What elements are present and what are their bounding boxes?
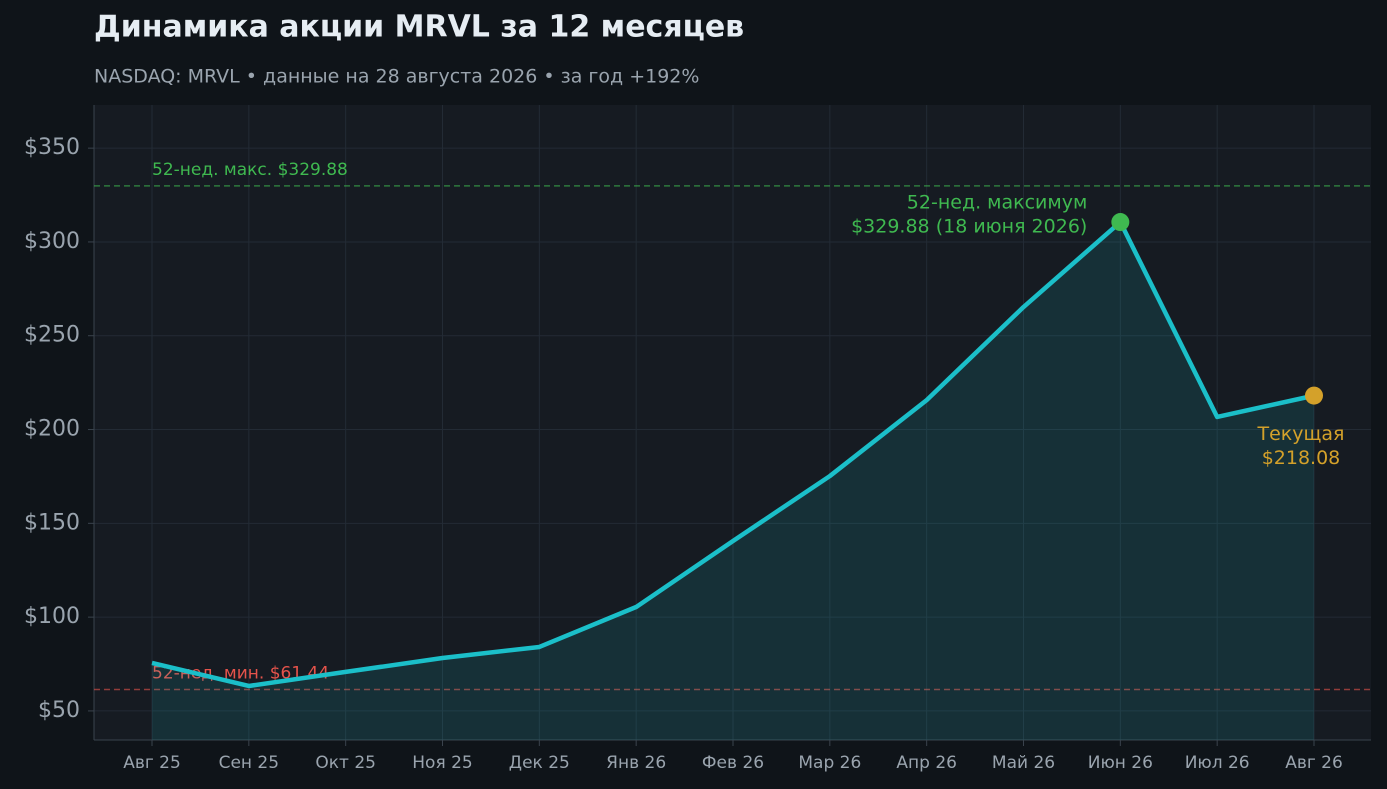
x-tick-label: Окт 25: [315, 753, 376, 773]
highlight-marker: [1111, 213, 1130, 232]
x-tick-label: Июн 26: [1088, 753, 1153, 773]
annotation: Текущая: [1257, 423, 1345, 445]
area: [152, 222, 1314, 740]
x-tick-label: Сен 25: [219, 753, 279, 773]
chart-subtitle: NASDAQ: MRVL • данные на 28 августа 2026…: [94, 66, 699, 88]
annotation: $329.88 (18 июня 2026): [851, 216, 1087, 238]
y-tick-label: $200: [24, 417, 80, 442]
highlight-marker: [1305, 386, 1323, 405]
annotation: $218.08: [1262, 447, 1341, 469]
x-tick-label: Июл 26: [1185, 753, 1250, 773]
y-tick-label: $350: [24, 135, 80, 160]
chart-title: Динамика акции MRVL за 12 месяцев: [94, 10, 744, 45]
x-tick-label: Дек 25: [509, 753, 570, 773]
y-tick-label: $300: [24, 229, 80, 254]
y-tick-label: $100: [24, 604, 80, 629]
y-tick-label: $50: [38, 698, 80, 723]
x-tick-label: Ноя 25: [412, 753, 472, 773]
x-tick-label: Авг 25: [123, 753, 181, 773]
x-tick-label: Май 26: [992, 753, 1055, 773]
x-tick-label: Авг 26: [1285, 753, 1343, 773]
x-tick-label: Фев 26: [702, 753, 764, 773]
x-tick-label: Апр 26: [896, 753, 957, 773]
annotation: 52-нед. максимум: [907, 192, 1088, 214]
reference-label: 52-нед. макс. $329.88: [152, 160, 348, 180]
y-tick-label: $150: [24, 510, 80, 535]
x-tick-label: Мар 26: [798, 753, 861, 773]
x-tick-label: Янв 26: [606, 753, 666, 773]
y-tick-label: $250: [24, 323, 80, 348]
